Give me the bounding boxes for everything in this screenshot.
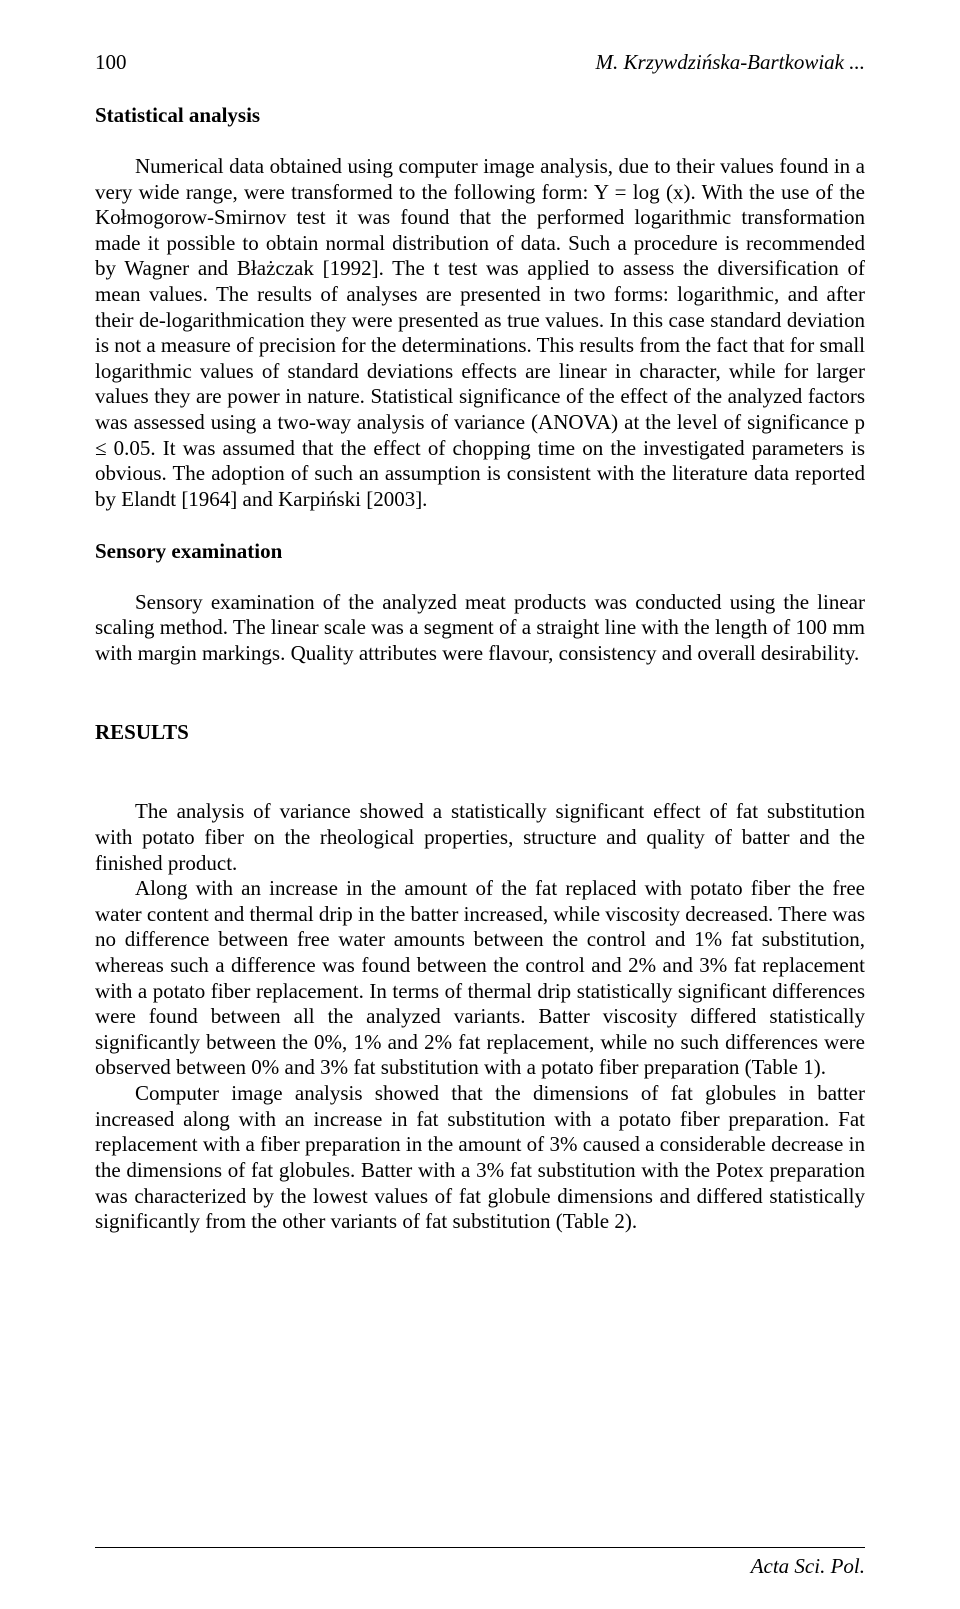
sensory-block: Sensory examination of the analyzed meat… bbox=[95, 590, 865, 667]
results-para-3: Computer image analysis showed that the … bbox=[95, 1081, 865, 1235]
page-number: 100 bbox=[95, 50, 127, 75]
running-title: M. Krzywdzińska-Bartkowiak ... bbox=[596, 50, 865, 75]
footer-rule bbox=[95, 1547, 865, 1548]
running-header: 100 M. Krzywdzińska-Bartkowiak ... bbox=[95, 50, 865, 75]
results-para-1: The analysis of variance showed a statis… bbox=[95, 799, 865, 876]
statistical-para-1: Numerical data obtained using computer i… bbox=[95, 154, 865, 513]
heading-results: RESULTS bbox=[95, 720, 865, 745]
statistical-block: Numerical data obtained using computer i… bbox=[95, 154, 865, 513]
heading-statistical-analysis: Statistical analysis bbox=[95, 103, 865, 128]
page-container: 100 M. Krzywdzińska-Bartkowiak ... Stati… bbox=[0, 0, 960, 1609]
results-para-2: Along with an increase in the amount of … bbox=[95, 876, 865, 1081]
page-footer: Acta Sci. Pol. bbox=[95, 1547, 865, 1579]
sensory-para-1: Sensory examination of the analyzed meat… bbox=[95, 590, 865, 667]
heading-sensory-examination: Sensory examination bbox=[95, 539, 865, 564]
footer-journal: Acta Sci. Pol. bbox=[95, 1554, 865, 1579]
results-block: The analysis of variance showed a statis… bbox=[95, 799, 865, 1234]
